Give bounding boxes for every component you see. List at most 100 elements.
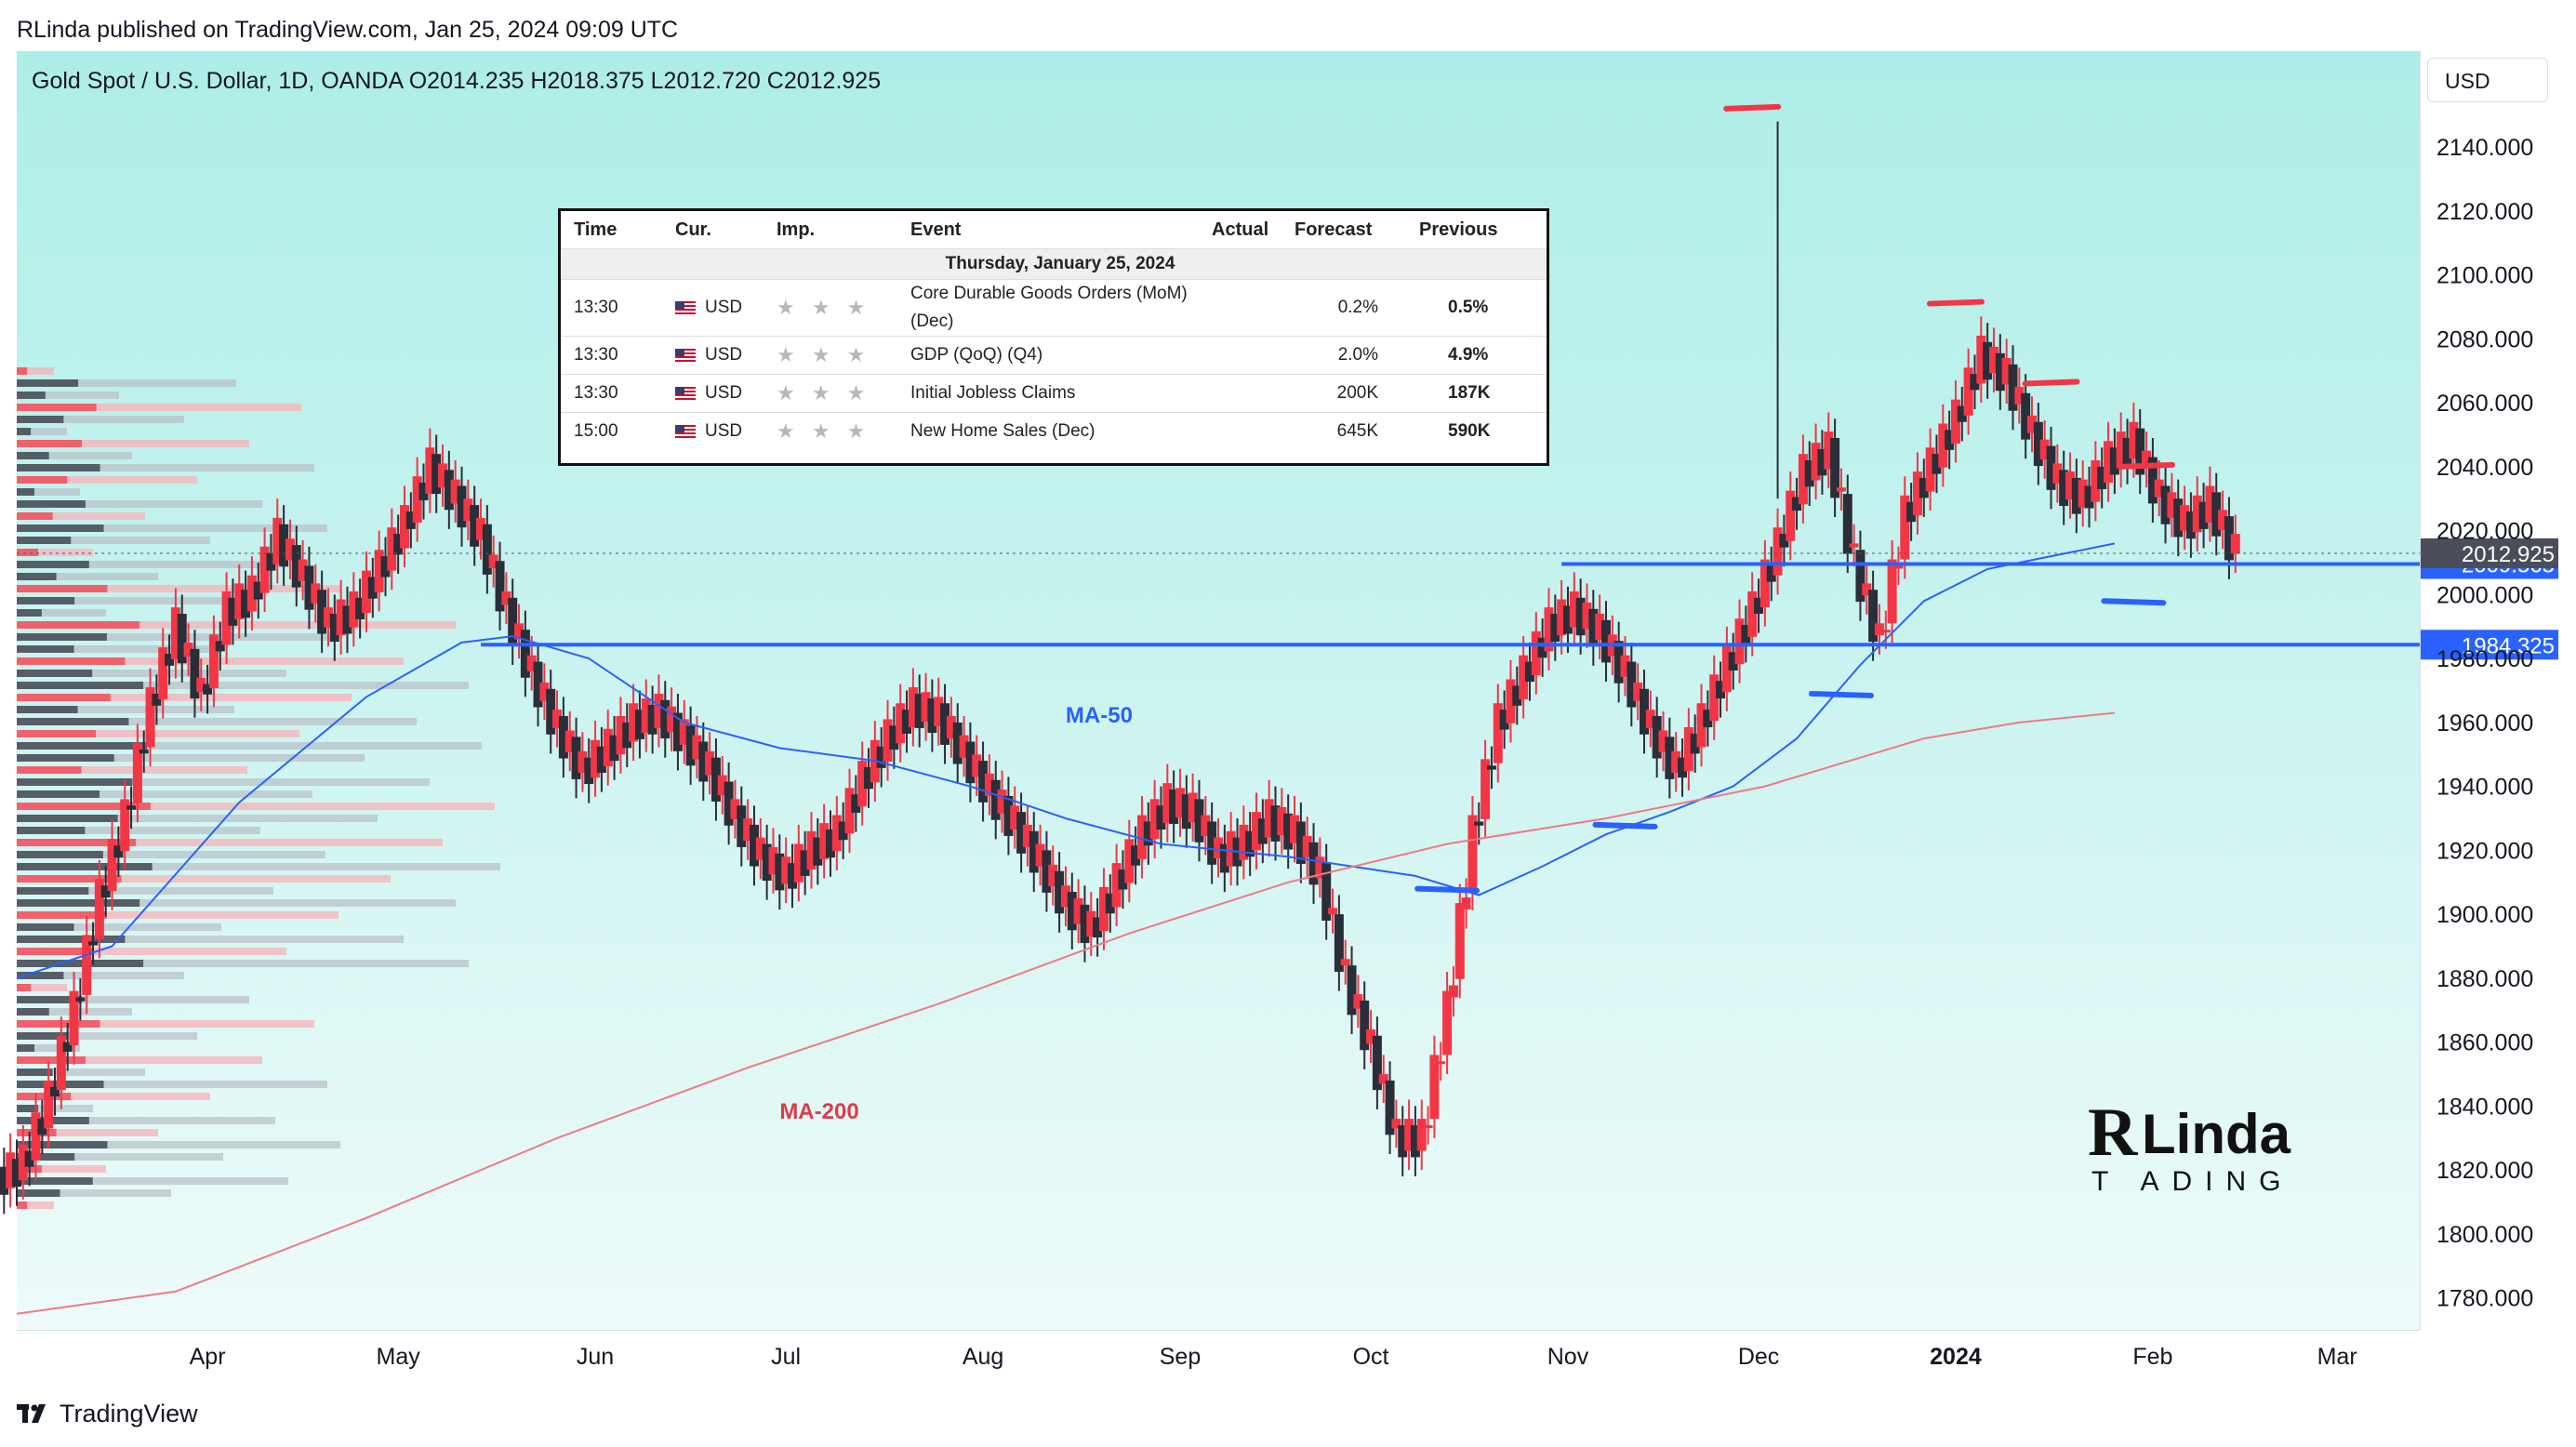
volume-profile-bar-core (17, 948, 93, 955)
event-time: 15:00 (561, 412, 662, 450)
candle-body (1950, 399, 1960, 444)
price-axis[interactable] (2420, 51, 2558, 1330)
volume-profile-bar (17, 464, 314, 471)
support-mark (1592, 821, 1658, 830)
candle-body (488, 554, 498, 569)
candle-body (1874, 623, 1884, 636)
candle-body (177, 614, 187, 664)
y-tick-label: 1940.000 (2437, 775, 2533, 801)
volume-profile-bar-core (17, 1044, 35, 1052)
candle-body (165, 653, 175, 666)
symbol-legend[interactable]: Gold Spot / U.S. Dollar, 1D, OANDA O2014… (32, 68, 882, 94)
volume-profile-bar-core (17, 1189, 60, 1197)
y-tick-label: 2120.000 (2437, 199, 2533, 225)
footer-brand[interactable]: TradingView (17, 1400, 198, 1428)
candle-body (889, 725, 899, 750)
candle-body (355, 597, 365, 620)
candle-body (762, 843, 772, 882)
candle-body (291, 545, 301, 588)
candle-body (1887, 559, 1897, 624)
candle-body (393, 534, 404, 555)
candle-body (75, 997, 86, 1002)
candle-body (145, 687, 155, 748)
support-mark (2101, 598, 2167, 606)
candle-body (1811, 443, 1821, 481)
x-tick-label: Oct (1353, 1344, 1389, 1370)
candle-body (1900, 495, 1910, 560)
volume-profile-bar-core (17, 778, 133, 786)
candle-body (2084, 485, 2094, 509)
candle-body (1912, 471, 1922, 516)
candle-body (1302, 835, 1312, 858)
candle-body (1550, 614, 1560, 643)
candle-body (1880, 630, 1891, 633)
candle-body (1683, 727, 1693, 772)
event-name: Initial Jobless Claims (897, 374, 1199, 413)
volume-profile-bar-core (17, 875, 122, 883)
volume-profile-bar-core (17, 404, 97, 411)
candle-body (1188, 792, 1198, 823)
candle-body (997, 790, 1007, 814)
candle-body (1804, 460, 1814, 487)
event-currency: USD (662, 374, 764, 413)
candle-body (546, 688, 556, 735)
volume-profile-bar (17, 512, 145, 520)
time-axis[interactable] (17, 1330, 2420, 1379)
volume-profile-bar-core (17, 476, 68, 484)
x-tick-label: Aug (963, 1344, 1003, 1370)
svg-text:T ADING: T ADING (2091, 1166, 2293, 1197)
candle-body (2192, 495, 2202, 533)
volume-profile-bar (17, 1153, 223, 1161)
candle-body (2033, 421, 2043, 467)
volume-profile-bar-core (17, 1008, 49, 1016)
candle-body (1416, 1119, 1427, 1151)
volume-profile-bar-core (17, 1093, 72, 1100)
volume-profile-bar (17, 972, 184, 979)
candle-body (2135, 428, 2145, 475)
candle-body (1786, 490, 1796, 541)
candle-body (374, 550, 384, 592)
candle-body (2078, 479, 2088, 508)
candle-body (18, 1144, 28, 1181)
candle-body (800, 850, 810, 876)
candle-body (533, 661, 543, 708)
volume-profile-bar (17, 766, 247, 774)
candle-body (755, 837, 765, 860)
volume-profile-bar (17, 573, 158, 580)
candle-body (710, 757, 721, 802)
candle-body (1544, 607, 1554, 652)
volume-profile-bar-core (17, 730, 97, 737)
candle-body (2218, 510, 2228, 530)
candle-body (634, 710, 644, 739)
event-previous: 4.9% (1406, 336, 1547, 375)
candle-body (647, 704, 657, 735)
candle-body (959, 735, 969, 758)
volume-profile-bar (17, 1044, 80, 1052)
event-currency-label: USD (705, 345, 743, 365)
candle-body (717, 775, 727, 796)
candle-body (444, 470, 454, 511)
candle-body (1696, 703, 1706, 748)
volume-profile-bar-core (17, 899, 140, 907)
candle-body (1562, 605, 1573, 634)
candle-body (387, 527, 397, 571)
volume-profile-bar (17, 754, 365, 762)
candle-body (1506, 679, 1516, 724)
calendar-header-forecast: Forecast (1295, 219, 1373, 240)
x-tick-label: Jul (771, 1344, 801, 1370)
candle-body (1906, 501, 1917, 523)
volume-profile-bar-core (17, 609, 42, 617)
candle-body (285, 538, 295, 561)
volume-profile-bar-core (17, 682, 144, 689)
event-name: GDP (QoQ) (Q4) (897, 336, 1199, 375)
candle-body (1334, 914, 1344, 972)
candle-body (1029, 830, 1039, 873)
candle-body (6, 1152, 16, 1188)
volume-profile-bar-core (17, 452, 49, 459)
candle-body (88, 941, 99, 946)
candle-body (1290, 815, 1300, 843)
candle-body (399, 505, 409, 549)
currency-button[interactable]: USD (2427, 58, 2548, 102)
candle-body (24, 1150, 34, 1167)
